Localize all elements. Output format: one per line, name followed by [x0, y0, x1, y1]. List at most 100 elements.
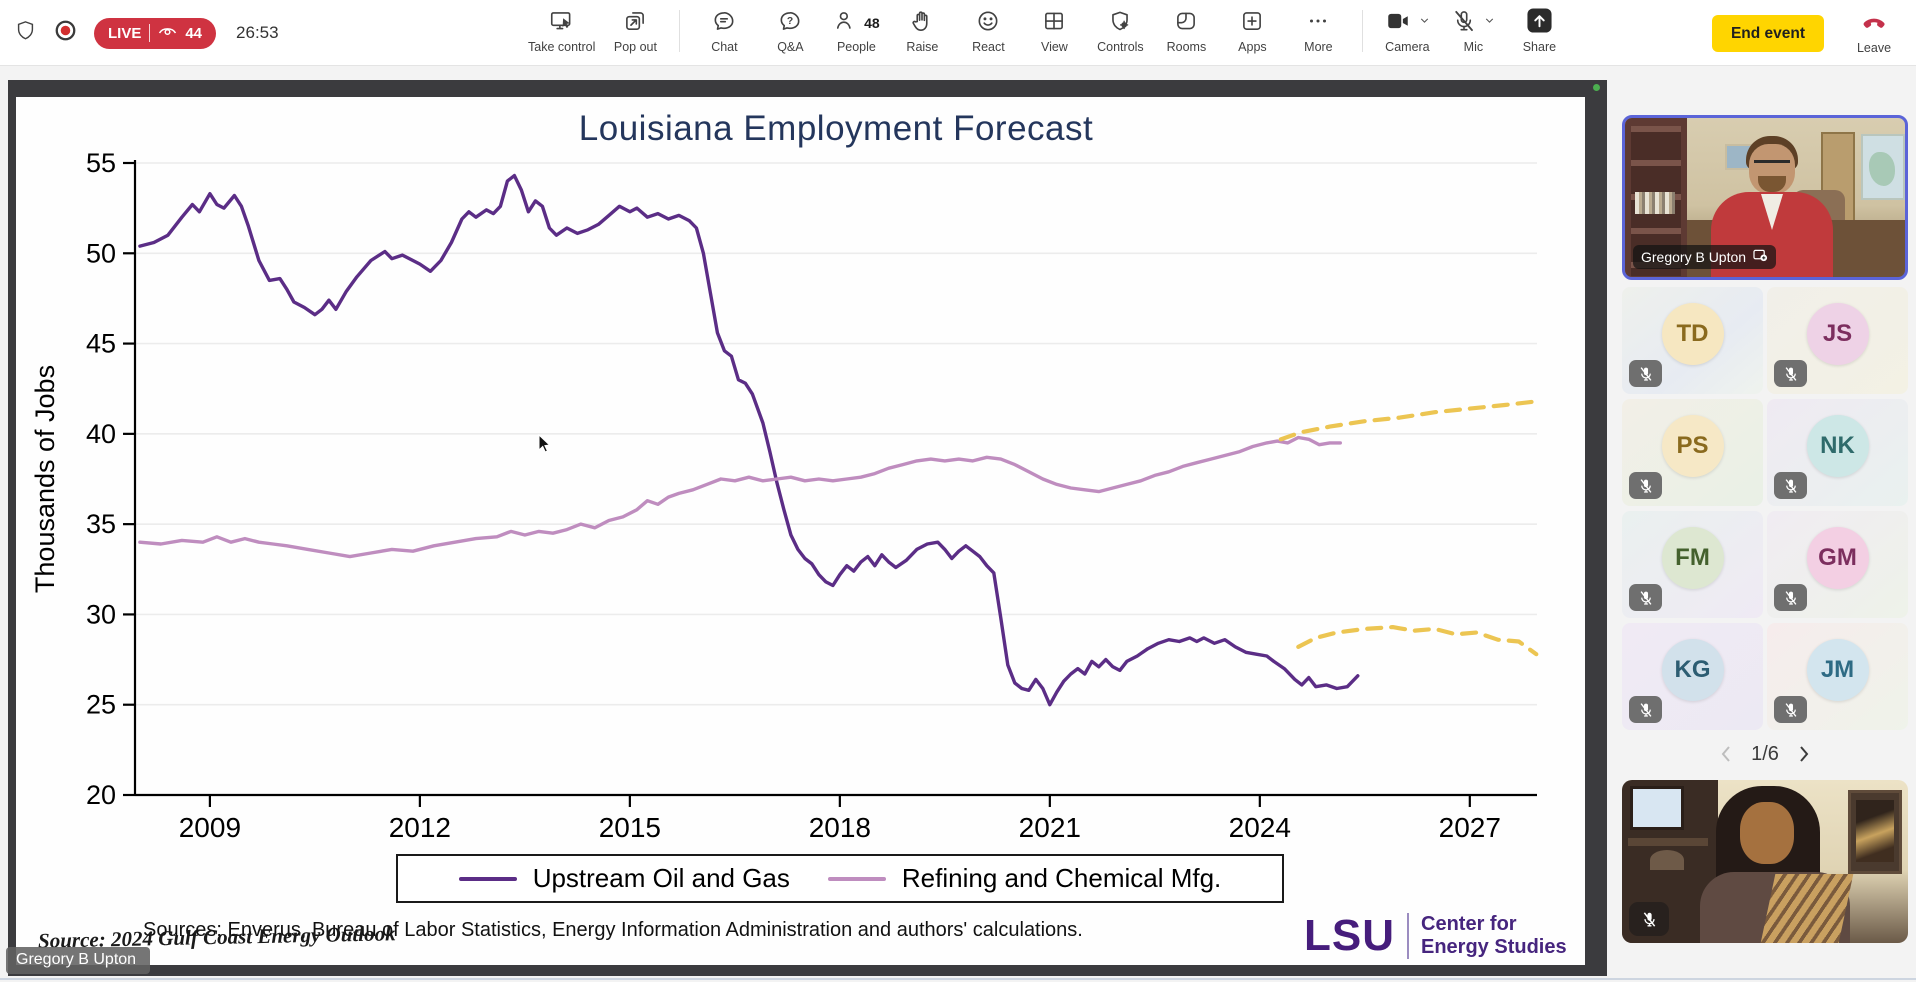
- participant-tile-js[interactable]: JS: [1767, 287, 1908, 394]
- toolbar-button-pop-out[interactable]: Pop out: [609, 8, 661, 54]
- page-next-chevron-icon[interactable]: [1797, 745, 1811, 763]
- page-previous-chevron-icon[interactable]: [1719, 745, 1733, 763]
- scene-frame-art: [1856, 800, 1894, 862]
- svg-text:25: 25: [86, 690, 116, 720]
- avatar-td: TD: [1661, 303, 1724, 366]
- pop-out-icon: [622, 8, 648, 39]
- presentation-slide: Louisiana Employment Forecast 20 25 30 35 40…: [16, 97, 1585, 965]
- take-control-icon: [548, 8, 575, 39]
- participant-tile-jm[interactable]: JM: [1767, 623, 1908, 730]
- legend-label: Upstream Oil and Gas: [532, 863, 790, 893]
- svg-text:2027: 2027: [1439, 812, 1501, 843]
- svg-text:2009: 2009: [179, 812, 241, 843]
- toolbar-button-rooms[interactable]: Rooms: [1160, 8, 1212, 54]
- svg-text:45: 45: [86, 329, 116, 359]
- controls-icon: [1107, 8, 1133, 39]
- scene-map-land: [1869, 152, 1895, 186]
- toolbar-button-chat[interactable]: Chat: [698, 8, 750, 54]
- record-indicator-icon: [53, 18, 78, 48]
- screen-share-region: Louisiana Employment Forecast 20 25 30 35 40…: [8, 80, 1607, 976]
- scene-books: [1635, 192, 1675, 214]
- legend-item: Refining and Chemical Mfg.: [827, 863, 1222, 894]
- avatar-kg: KG: [1661, 639, 1724, 702]
- participant-tile-fm[interactable]: FM: [1622, 511, 1763, 618]
- avatar-gm: GM: [1806, 527, 1869, 590]
- participant-tile-ps[interactable]: PS: [1622, 399, 1763, 506]
- camera-icon: [1384, 8, 1412, 39]
- toolbar-button-label: Mic: [1463, 40, 1484, 54]
- toolbar-button-label: React: [972, 40, 1005, 54]
- people-count-badge: 48: [864, 15, 880, 31]
- viewer-count: 44: [185, 24, 203, 42]
- lsu-center-for-energy-studies-logo: LSU Center for Energy Studies: [1304, 913, 1567, 959]
- svg-text:55: 55: [86, 148, 116, 178]
- rooms-icon: [1173, 8, 1199, 39]
- avatar-ps: PS: [1661, 415, 1724, 478]
- svg-text:2024: 2024: [1229, 812, 1291, 843]
- toolbar-button-apps[interactable]: Apps: [1226, 8, 1278, 54]
- mic-muted-badge: [1629, 584, 1662, 611]
- toolbar-button-label: Controls: [1097, 40, 1144, 54]
- svg-text:20: 20: [86, 780, 116, 810]
- svg-text:40: 40: [86, 419, 116, 449]
- toolbar-button-label: Q&A: [777, 40, 804, 54]
- attendee-video-tile[interactable]: [1622, 780, 1908, 943]
- toolbar-button-label: Chat: [711, 40, 738, 54]
- presenter-name-caption: Gregory B Upton: [6, 947, 151, 974]
- toolbar-button-mic[interactable]: Mic: [1447, 8, 1499, 54]
- employment-forecast-chart: 20 25 30 35 40 45 50 55 2009 2012 2015 2018 2021 2024…: [30, 148, 1539, 843]
- avatar-fm: FM: [1661, 527, 1724, 590]
- toolbar-button-label: People: [836, 40, 876, 54]
- toolbar-button-raise[interactable]: Raise: [896, 8, 948, 54]
- logo-unit-line1: Center for: [1421, 913, 1517, 935]
- chart-legend: Upstream Oil and Gas Refining and Chemica…: [396, 854, 1284, 903]
- scene-lamp: [1650, 850, 1684, 870]
- toolbar-button-more[interactable]: More: [1292, 8, 1344, 54]
- toolbar-button-share[interactable]: Share: [1513, 8, 1565, 54]
- toolbar-button-label: Rooms: [1166, 40, 1207, 54]
- svg-text:50: 50: [86, 238, 116, 268]
- people-icon: [833, 8, 859, 39]
- series-refining-forecast: [1278, 399, 1539, 442]
- toolbar-button-controls[interactable]: Controls: [1094, 8, 1146, 54]
- participant-tile-gm[interactable]: GM: [1767, 511, 1908, 618]
- series-upstream-forecast: [1296, 625, 1539, 657]
- person2-sash: [1760, 874, 1854, 943]
- participant-tile-nk[interactable]: NK: [1767, 399, 1908, 506]
- participant-tile-kg[interactable]: KG: [1622, 623, 1763, 730]
- toolbar-button-people[interactable]: 48 People: [830, 8, 882, 54]
- svg-text:2012: 2012: [389, 812, 451, 843]
- legend-line-sample: [827, 876, 886, 881]
- person2-head: [1740, 802, 1794, 864]
- toolbar-button-label: Apps: [1238, 40, 1267, 54]
- viewers-eye-icon: [158, 24, 177, 42]
- legend-line-sample: [458, 876, 517, 881]
- svg-text:30: 30: [86, 599, 116, 629]
- presenting-icon: [1753, 249, 1768, 265]
- participant-tile-td[interactable]: TD: [1622, 287, 1763, 394]
- toolbar-button-react[interactable]: React: [962, 8, 1014, 54]
- mic-muted-badge: [1629, 696, 1662, 723]
- person-beard: [1758, 176, 1786, 192]
- chevron-down-icon[interactable]: [1416, 14, 1431, 32]
- view-icon: [1041, 8, 1067, 39]
- toolbar-button-camera[interactable]: Camera: [1381, 8, 1433, 54]
- share-active-dot: [1593, 84, 1600, 91]
- legend-item: Upstream Oil and Gas: [458, 863, 790, 894]
- raise-icon: [909, 8, 935, 39]
- logo-unit-name: Center for Energy Studies: [1421, 913, 1567, 959]
- chevron-down-icon[interactable]: [1481, 14, 1496, 32]
- toolbar-button-view[interactable]: View: [1028, 8, 1080, 54]
- logo-unit-line2: Energy Studies: [1421, 936, 1567, 958]
- end-event-button[interactable]: End event: [1712, 15, 1824, 52]
- chat-icon: [711, 8, 737, 39]
- mic-muted-badge: [1629, 360, 1662, 387]
- leave-button[interactable]: Leave: [1846, 8, 1902, 55]
- leave-phone-icon: [1861, 8, 1887, 39]
- toolbar-button-q-a[interactable]: ? Q&A: [764, 8, 816, 54]
- legend-label: Refining and Chemical Mfg.: [901, 863, 1222, 893]
- series-refining-and-chemical-mfg-: [138, 435, 1342, 559]
- toolbar-button-label: View: [1040, 40, 1068, 54]
- speaker-video-tile[interactable]: Gregory B Upton: [1622, 115, 1908, 280]
- toolbar-button-take-control[interactable]: Take control: [528, 8, 595, 54]
